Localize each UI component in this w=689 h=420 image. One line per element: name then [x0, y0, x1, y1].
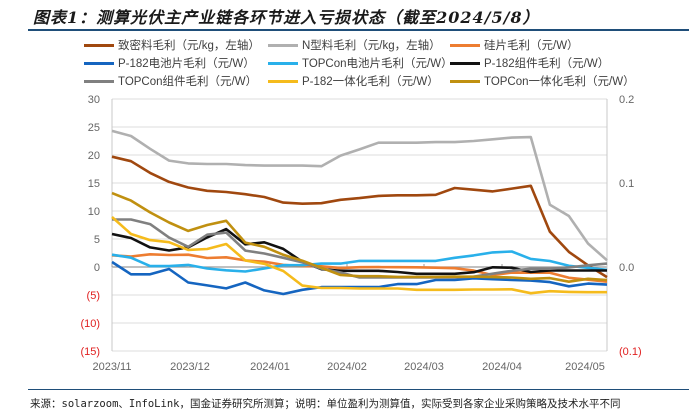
source-note: 来源：solarzoom、InfoLink，国金证券研究所测算；说明：单位盈利为… [30, 398, 621, 410]
legend-swatch [84, 43, 114, 47]
x-tick-label: 2024/03 [404, 361, 444, 373]
series-line-7 [111, 216, 607, 295]
x-tick-label: 2023/12 [170, 361, 210, 373]
y-left-tick-label: (5) [87, 290, 100, 302]
legend-swatch [450, 79, 480, 83]
y-left-tick-label: 30 [88, 94, 100, 106]
legend-item: P-182一体化毛利（元/W） [268, 73, 439, 89]
legend-item: 致密料毛利（元/kg，左轴） [84, 37, 260, 53]
legend-item: P-182组件毛利（元/W） [450, 55, 609, 71]
y-left-tick-label: 15 [88, 178, 100, 190]
x-tick-label: 2024/01 [250, 361, 290, 373]
legend-swatch [268, 61, 298, 65]
legend-item: P-182电池片毛利（元/W） [84, 55, 255, 71]
legend-label: TOPCon组件毛利（元/W） [118, 76, 258, 88]
y-right-tick-label: (0.1) [619, 346, 642, 358]
legend-item: N型料毛利（元/kg，左轴） [268, 37, 441, 53]
series-line-0 [111, 155, 608, 279]
series-line-8 [111, 191, 608, 284]
series-line-3 [111, 260, 608, 296]
top-rule [28, 29, 689, 31]
y-right-tick-label: 0.1 [619, 178, 634, 190]
y-right-tick-label: 0.2 [619, 94, 634, 106]
legend-swatch [268, 79, 298, 83]
legend-label: 硅片毛利（元/W） [484, 40, 579, 52]
legend-label: P-182电池片毛利（元/W） [118, 58, 255, 70]
legend-item: TOPCon电池片毛利（元/W） [268, 55, 453, 71]
series-line-4 [111, 250, 608, 273]
line-chart: 30 25 20 15 10 5 0 (5) (10) (15) 0.2 0.1 0.0 (0.1) 202… [80, 94, 642, 373]
x-tick-label: 2024/02 [327, 361, 367, 373]
x-tick-label: 2024/04 [482, 361, 522, 373]
legend-swatch [84, 61, 114, 65]
x-tick-label: 2023/11 [93, 361, 132, 373]
legend-item: TOPCon一体化毛利（元/W） [450, 73, 635, 89]
legend-label: TOPCon电池片毛利（元/W） [302, 58, 453, 70]
legend-label: 致密料毛利（元/kg，左轴） [118, 40, 260, 52]
legend-swatch [450, 43, 480, 47]
series-line-1 [111, 129, 608, 262]
y-left-tick-label: 10 [88, 206, 100, 218]
legend-item: TOPCon组件毛利（元/W） [84, 73, 257, 89]
legend-label: P-182组件毛利（元/W） [484, 58, 610, 70]
y-left-tick-label: 20 [88, 150, 100, 162]
legend-swatch [450, 61, 480, 65]
y-right-tick-label: 0.0 [619, 262, 634, 274]
legend-swatch [84, 79, 114, 83]
y-left-tick-label: 0 [94, 262, 100, 274]
legend-label: TOPCon一体化毛利（元/W） [484, 76, 635, 88]
legend-label: N型料毛利（元/kg，左轴） [302, 40, 441, 52]
x-tick-label: 2024/05 [565, 361, 605, 373]
series-line-2 [111, 253, 608, 283]
y-left-tick-label: 25 [88, 122, 100, 134]
y-left-tick-label: 5 [94, 234, 100, 246]
bottom-rule [28, 389, 689, 390]
y-left-tick-label: (10) [80, 318, 100, 330]
y-left-tick-label: (15) [80, 346, 100, 358]
legend-swatch [268, 43, 298, 47]
legend-item: 硅片毛利（元/W） [450, 37, 579, 53]
legend-label: P-182一体化毛利（元/W） [302, 76, 439, 88]
chart-title: 图表1：测算光伏主产业链各环节进入亏损状态（截至2024/5/8） [33, 8, 540, 27]
